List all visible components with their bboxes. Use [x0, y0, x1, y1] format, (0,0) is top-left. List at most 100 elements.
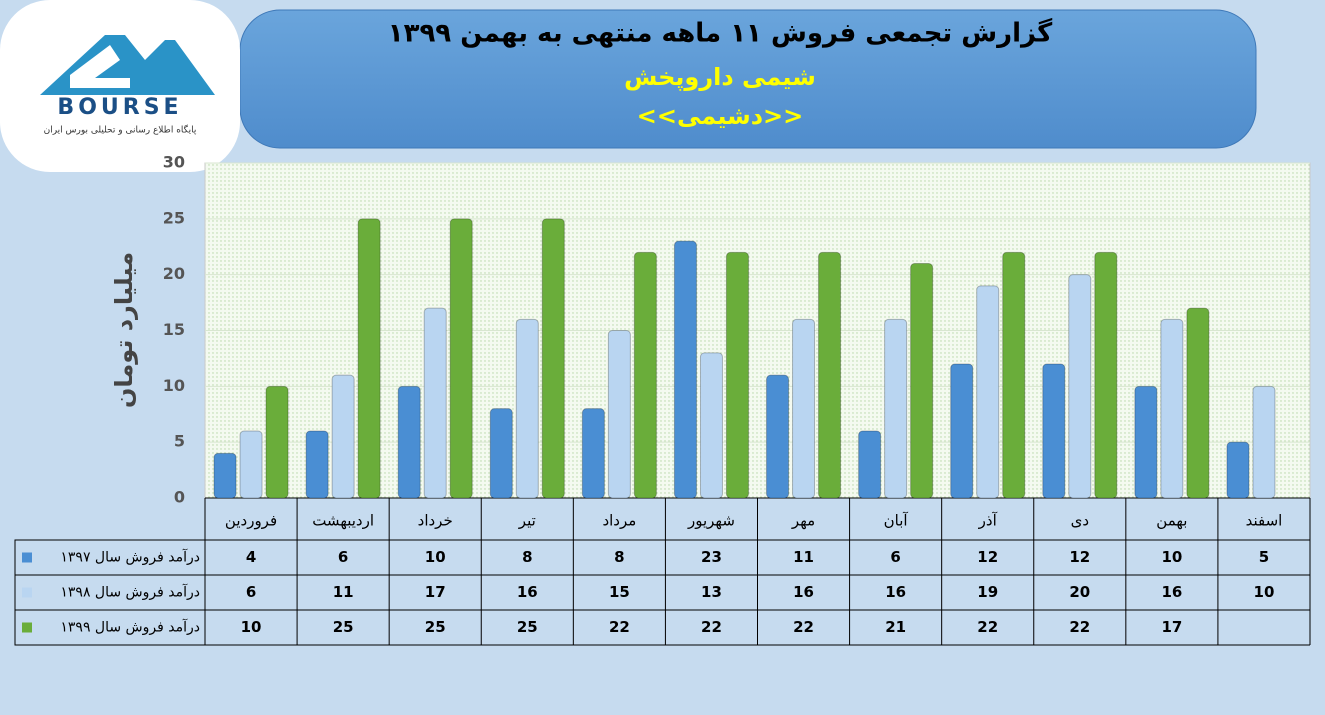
bar [950, 363, 974, 499]
x-tick-label: شهریور [687, 512, 735, 530]
data-label: 12 [977, 548, 998, 566]
data-label: 23 [701, 548, 722, 566]
x-tick-label: آبان [884, 512, 909, 530]
data-label: 15 [609, 583, 630, 601]
bar [1002, 251, 1026, 499]
data-label: 22 [1069, 618, 1090, 636]
bar [884, 318, 908, 499]
y-tick-label: 30 [163, 153, 185, 172]
bar [239, 430, 263, 499]
data-label: 25 [333, 618, 354, 636]
data-label: 13 [701, 583, 722, 601]
data-label: 8 [522, 548, 532, 566]
data-label: 6 [246, 583, 256, 601]
bar [331, 374, 355, 499]
data-label: 8 [614, 548, 624, 566]
bar [581, 408, 605, 499]
bar [792, 318, 816, 499]
data-label: 17 [1161, 618, 1182, 636]
y-tick-label: 25 [163, 208, 185, 227]
y-tick-label: 10 [163, 376, 185, 395]
x-tick-label: بهمن [1156, 512, 1187, 530]
bar [1160, 318, 1184, 499]
x-tick-label: آذر [978, 512, 998, 530]
legend-label: درآمد فروش سال ۱۳۹۹ [60, 619, 200, 636]
bar [858, 430, 882, 499]
data-label: 22 [977, 618, 998, 636]
data-label: 16 [885, 583, 906, 601]
data-label: 10 [241, 618, 262, 636]
legend-label: درآمد فروش سال ۱۳۹۷ [60, 549, 200, 566]
y-tick-label: 15 [163, 320, 185, 339]
bar [1226, 441, 1250, 499]
bar [766, 374, 790, 499]
y-tick-label: 20 [163, 264, 185, 283]
logo-caption: پایگاه اطلاع رسانی و تحلیلی بورس ایران [44, 124, 197, 136]
data-label: 20 [1069, 583, 1090, 601]
data-label: 4 [246, 548, 256, 566]
data-label: 25 [517, 618, 538, 636]
bar [699, 352, 723, 499]
x-tick-label: اسفند [1246, 512, 1283, 530]
bar [976, 285, 1000, 499]
data-label: 5 [1259, 548, 1269, 566]
data-label: 10 [425, 548, 446, 566]
bar [515, 318, 539, 499]
bar [1134, 385, 1158, 499]
legend-label: درآمد فروش سال ۱۳۹۸ [60, 584, 200, 601]
data-label: 11 [333, 583, 354, 601]
bar [397, 385, 421, 499]
bar [1186, 307, 1210, 499]
data-label: 10 [1161, 548, 1182, 566]
bar [910, 263, 934, 499]
logo-mark [70, 45, 130, 88]
x-tick-label: دی [1071, 512, 1089, 530]
x-tick-label: فروردین [225, 512, 277, 530]
logo-text: BOURSE [57, 95, 182, 120]
bar [1094, 251, 1118, 499]
bar [305, 430, 329, 499]
bar [213, 452, 237, 499]
data-label: 10 [1254, 583, 1275, 601]
bar [1252, 385, 1276, 499]
bar [541, 218, 565, 499]
bar [357, 218, 381, 499]
x-tick-label: مرداد [602, 512, 636, 530]
bar [265, 385, 289, 499]
x-tick-label: مهر [791, 512, 815, 530]
data-label: 6 [338, 548, 348, 566]
data-label: 17 [425, 583, 446, 601]
data-label: 12 [1069, 548, 1090, 566]
bar [489, 408, 513, 499]
bar [1068, 274, 1092, 499]
data-label: 16 [793, 583, 814, 601]
bar [725, 251, 749, 499]
legend-swatch [22, 552, 32, 563]
legend-swatch [22, 622, 32, 633]
x-tick-label: تیر [518, 512, 536, 530]
data-label: 11 [793, 548, 814, 566]
data-label: 22 [793, 618, 814, 636]
data-label: 22 [701, 618, 722, 636]
y-tick-label: 5 [174, 432, 185, 451]
data-label: 22 [609, 618, 630, 636]
chart-symbol: <<دشیمی>> [637, 102, 804, 130]
y-tick-label: 0 [174, 488, 185, 507]
bar [1042, 363, 1066, 499]
data-label: 25 [425, 618, 446, 636]
data-label: 19 [977, 583, 998, 601]
bar [633, 251, 657, 499]
data-label: 16 [1161, 583, 1182, 601]
legend-swatch [22, 587, 32, 598]
y-axis-label: میلیارد تومان [110, 252, 138, 408]
bar [607, 330, 631, 499]
chart-title: گزارش تجمعی فروش ۱۱ ماهه منتهی به بهمن ۱… [388, 18, 1053, 49]
bar [673, 240, 697, 499]
bar [818, 251, 842, 499]
bar [449, 218, 473, 499]
x-tick-label: اردیبهشت [312, 512, 374, 530]
data-label: 16 [517, 583, 538, 601]
bar [423, 307, 447, 499]
chart-subtitle: شیمی داروپخش [624, 63, 816, 91]
